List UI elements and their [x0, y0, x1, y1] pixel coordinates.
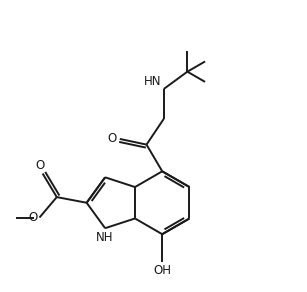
Text: O: O	[36, 159, 45, 172]
Text: HN: HN	[144, 75, 161, 88]
Text: OH: OH	[153, 264, 171, 277]
Text: O: O	[28, 211, 37, 224]
Text: O: O	[107, 133, 116, 145]
Text: NH: NH	[96, 231, 114, 244]
